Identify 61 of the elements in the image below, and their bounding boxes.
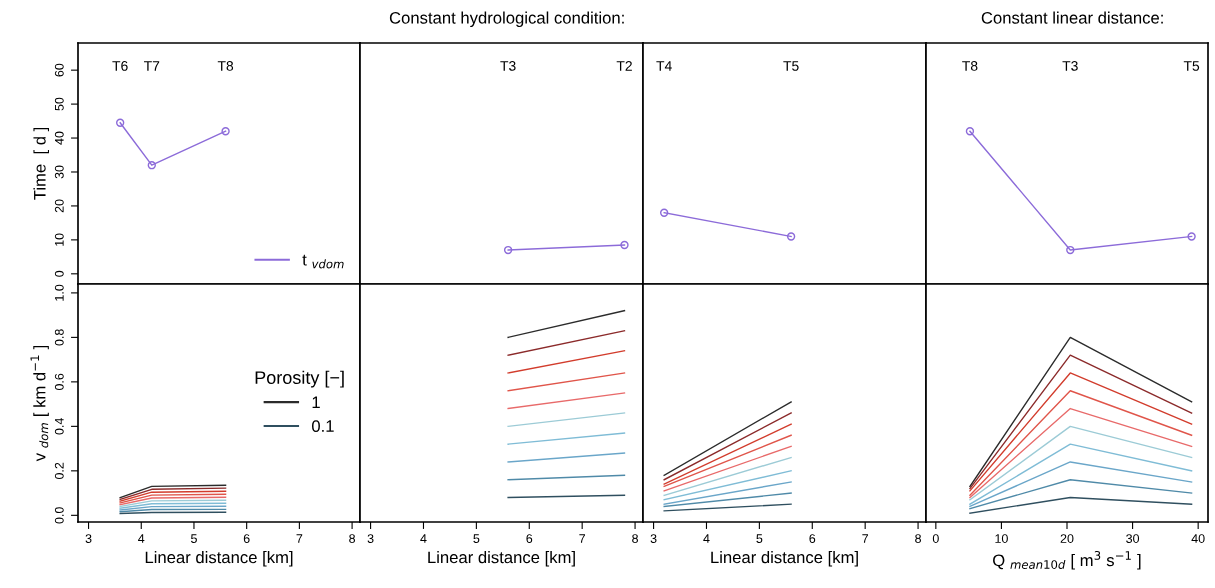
x-tick-label: 0 [932, 534, 939, 543]
x-tick-label: 8 [349, 534, 356, 543]
legend-label: t $_{vdom}$ [302, 254, 344, 269]
legend-title: Porosity [−] [255, 370, 344, 388]
y-tick-label: 0.8 [54, 329, 64, 346]
legend-label: 0.1 [311, 420, 334, 432]
y-tick-label: 50 [54, 97, 64, 111]
x-tick-label: 6 [809, 534, 816, 543]
x-tick-label: 6 [243, 534, 250, 543]
y-tick-label: 60 [54, 63, 64, 77]
y-tick-label: 30 [54, 165, 64, 179]
annotation: T8 [962, 60, 978, 71]
y-tick-label: 20 [54, 199, 64, 213]
x-tick-label: 5 [473, 534, 480, 543]
point [147, 161, 156, 170]
x-axis-title: Q $_{mean10d}$ [ m$^{3}$ s$^{−1}$ ] [993, 551, 1141, 570]
x-tick-label: 3 [650, 534, 657, 543]
x-tick-label: 20 [1060, 534, 1074, 543]
x-axis-title: Linear distance [km] [145, 551, 293, 567]
x-axis-title: Linear distance [km] [428, 551, 575, 567]
point [221, 127, 230, 136]
annotation: T7 [144, 61, 160, 71]
point [116, 118, 125, 127]
chart-title: Constant hydrological condition: [389, 11, 624, 28]
annotation: T2 [616, 60, 632, 71]
chart-title: Constant linear distance: [981, 11, 1163, 24]
x-tick-label: 5 [756, 534, 763, 543]
x-tick-label: 6 [526, 534, 533, 543]
annotation: T3 [500, 60, 516, 71]
x-tick-label: 4 [420, 534, 427, 543]
x-tick-label: 3 [367, 534, 374, 543]
annotation: T4 [656, 61, 672, 71]
x-tick-label: 5 [190, 534, 197, 543]
x-tick-label: 40 [1191, 534, 1205, 543]
x-tick-label: 10 [995, 534, 1008, 543]
y-tick-label: 1.0 [54, 284, 64, 301]
x-tick-label: 30 [1126, 534, 1140, 543]
x-axis-title: Linear distance [km] [711, 551, 858, 567]
y-tick-label: 0.0 [54, 507, 64, 524]
x-tick-label: 7 [862, 534, 869, 543]
annotation: T5 [1183, 61, 1200, 71]
x-tick-label: 8 [632, 534, 638, 543]
y-tick-label: 0 [54, 270, 64, 277]
y-tick-label: 0.2 [54, 462, 64, 480]
x-tick-label: 4 [138, 534, 145, 543]
x-tick-label: 3 [85, 534, 92, 543]
annotation: T3 [1062, 60, 1078, 71]
y-tick-label: 0.4 [54, 418, 64, 435]
y-tick-label: 10 [54, 233, 64, 246]
x-tick-label: 4 [703, 534, 710, 543]
legend-label: 1 [312, 396, 320, 408]
annotation: T5 [783, 61, 799, 71]
y-axis-title: Time [ d ] [33, 127, 49, 200]
x-tick-label: 8 [915, 534, 921, 543]
y-tick-label: 40 [54, 131, 64, 145]
x-tick-label: 7 [579, 534, 586, 543]
annotation: T8 [217, 60, 234, 71]
y-axis-title: v $_{dom}$ [ km d$^{−1}$ ] [30, 345, 49, 462]
x-tick-label: 7 [296, 534, 303, 543]
annotation: T6 [112, 60, 128, 71]
y-tick-label: 0.6 [54, 373, 64, 391]
